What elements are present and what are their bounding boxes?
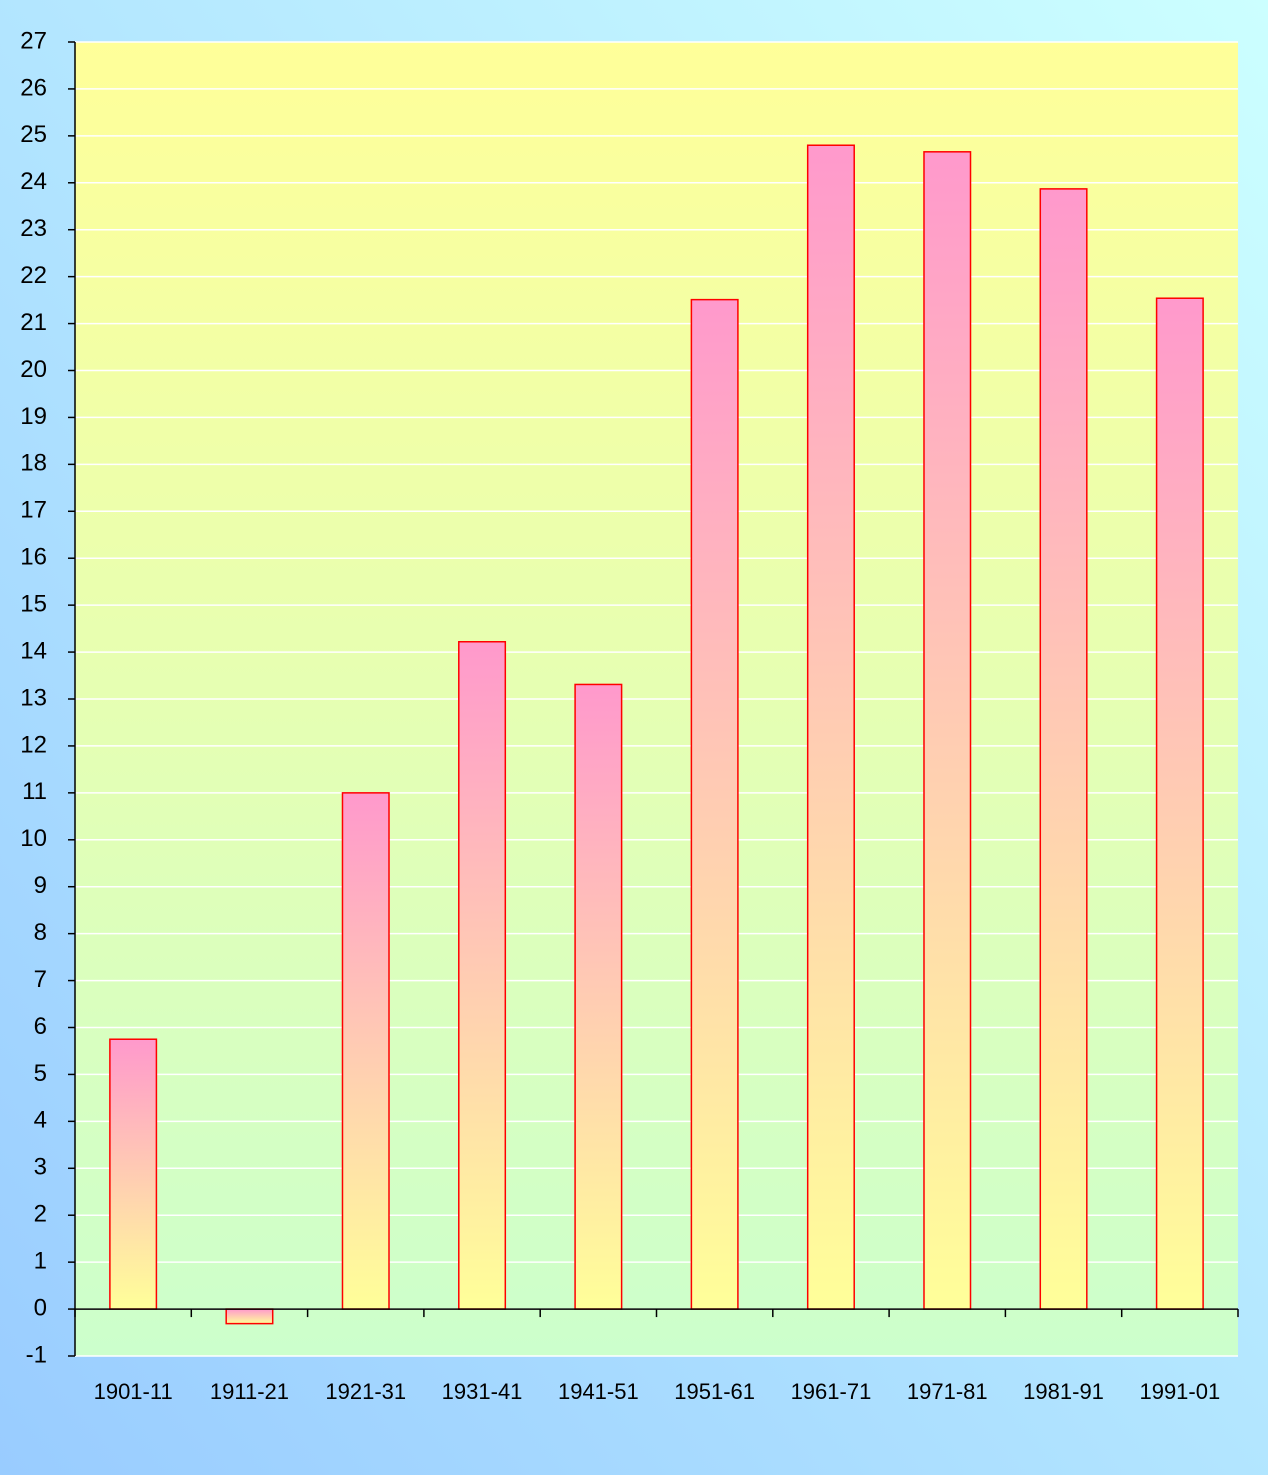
x-tick-label: 1951-61 xyxy=(674,1379,755,1404)
bar xyxy=(923,151,972,1310)
x-tick-label: 1931-41 xyxy=(442,1379,523,1404)
y-tick-label: 11 xyxy=(22,778,47,805)
y-tick-label: 5 xyxy=(34,1060,47,1087)
x-tick-label: 1971-81 xyxy=(907,1379,988,1404)
y-tick-label: 3 xyxy=(34,1154,47,1181)
y-tick-label: 21 xyxy=(20,309,47,336)
x-tick-label: 1991-01 xyxy=(1139,1379,1220,1404)
y-tick-label: 9 xyxy=(34,872,47,899)
bar xyxy=(806,144,855,1310)
y-tick-label: 14 xyxy=(20,637,47,664)
bar xyxy=(109,1038,158,1310)
y-tick-label: 27 xyxy=(20,27,47,54)
y-tick-label: 22 xyxy=(20,262,47,289)
y-tick-label: 1 xyxy=(34,1247,47,1274)
x-tick-label: 1911-21 xyxy=(210,1379,289,1404)
y-tick-label: 26 xyxy=(20,74,47,101)
y-tick-label: 10 xyxy=(20,825,47,852)
y-tick-label: 6 xyxy=(34,1013,47,1040)
x-tick-label: 1921-31 xyxy=(325,1379,406,1404)
y-tick-label: 19 xyxy=(20,403,47,430)
x-tick-label: 1981-91 xyxy=(1023,1379,1104,1404)
y-tick-label: 17 xyxy=(20,497,47,524)
y-tick-label: 13 xyxy=(20,684,47,711)
y-tick-label: 25 xyxy=(20,121,47,148)
y-tick-label: 7 xyxy=(34,966,47,993)
y-tick-label: 16 xyxy=(20,544,47,571)
bar xyxy=(341,792,390,1310)
y-tick-label: 12 xyxy=(20,731,47,758)
y-tick-label: 8 xyxy=(34,919,47,946)
y-tick-label: 23 xyxy=(20,215,47,242)
x-tick-label: 1901-11 xyxy=(94,1379,173,1404)
bar xyxy=(1039,188,1088,1310)
bar xyxy=(690,298,739,1310)
bar xyxy=(1155,297,1204,1310)
bar xyxy=(458,640,507,1310)
x-tick-label: 1961-71 xyxy=(791,1379,872,1404)
y-tick-label: 2 xyxy=(34,1201,47,1228)
bar xyxy=(225,1308,274,1325)
y-tick-label: 0 xyxy=(34,1294,47,1321)
y-tick-label: 15 xyxy=(20,590,47,617)
x-tick-label: 1941-51 xyxy=(558,1379,639,1404)
y-tick-label: 24 xyxy=(20,168,47,195)
y-tick-label: 20 xyxy=(20,356,47,383)
y-tick-label: 4 xyxy=(34,1107,47,1134)
y-tick-label: 18 xyxy=(20,450,47,477)
bar xyxy=(574,683,623,1310)
y-tick-label: -1 xyxy=(26,1341,47,1368)
